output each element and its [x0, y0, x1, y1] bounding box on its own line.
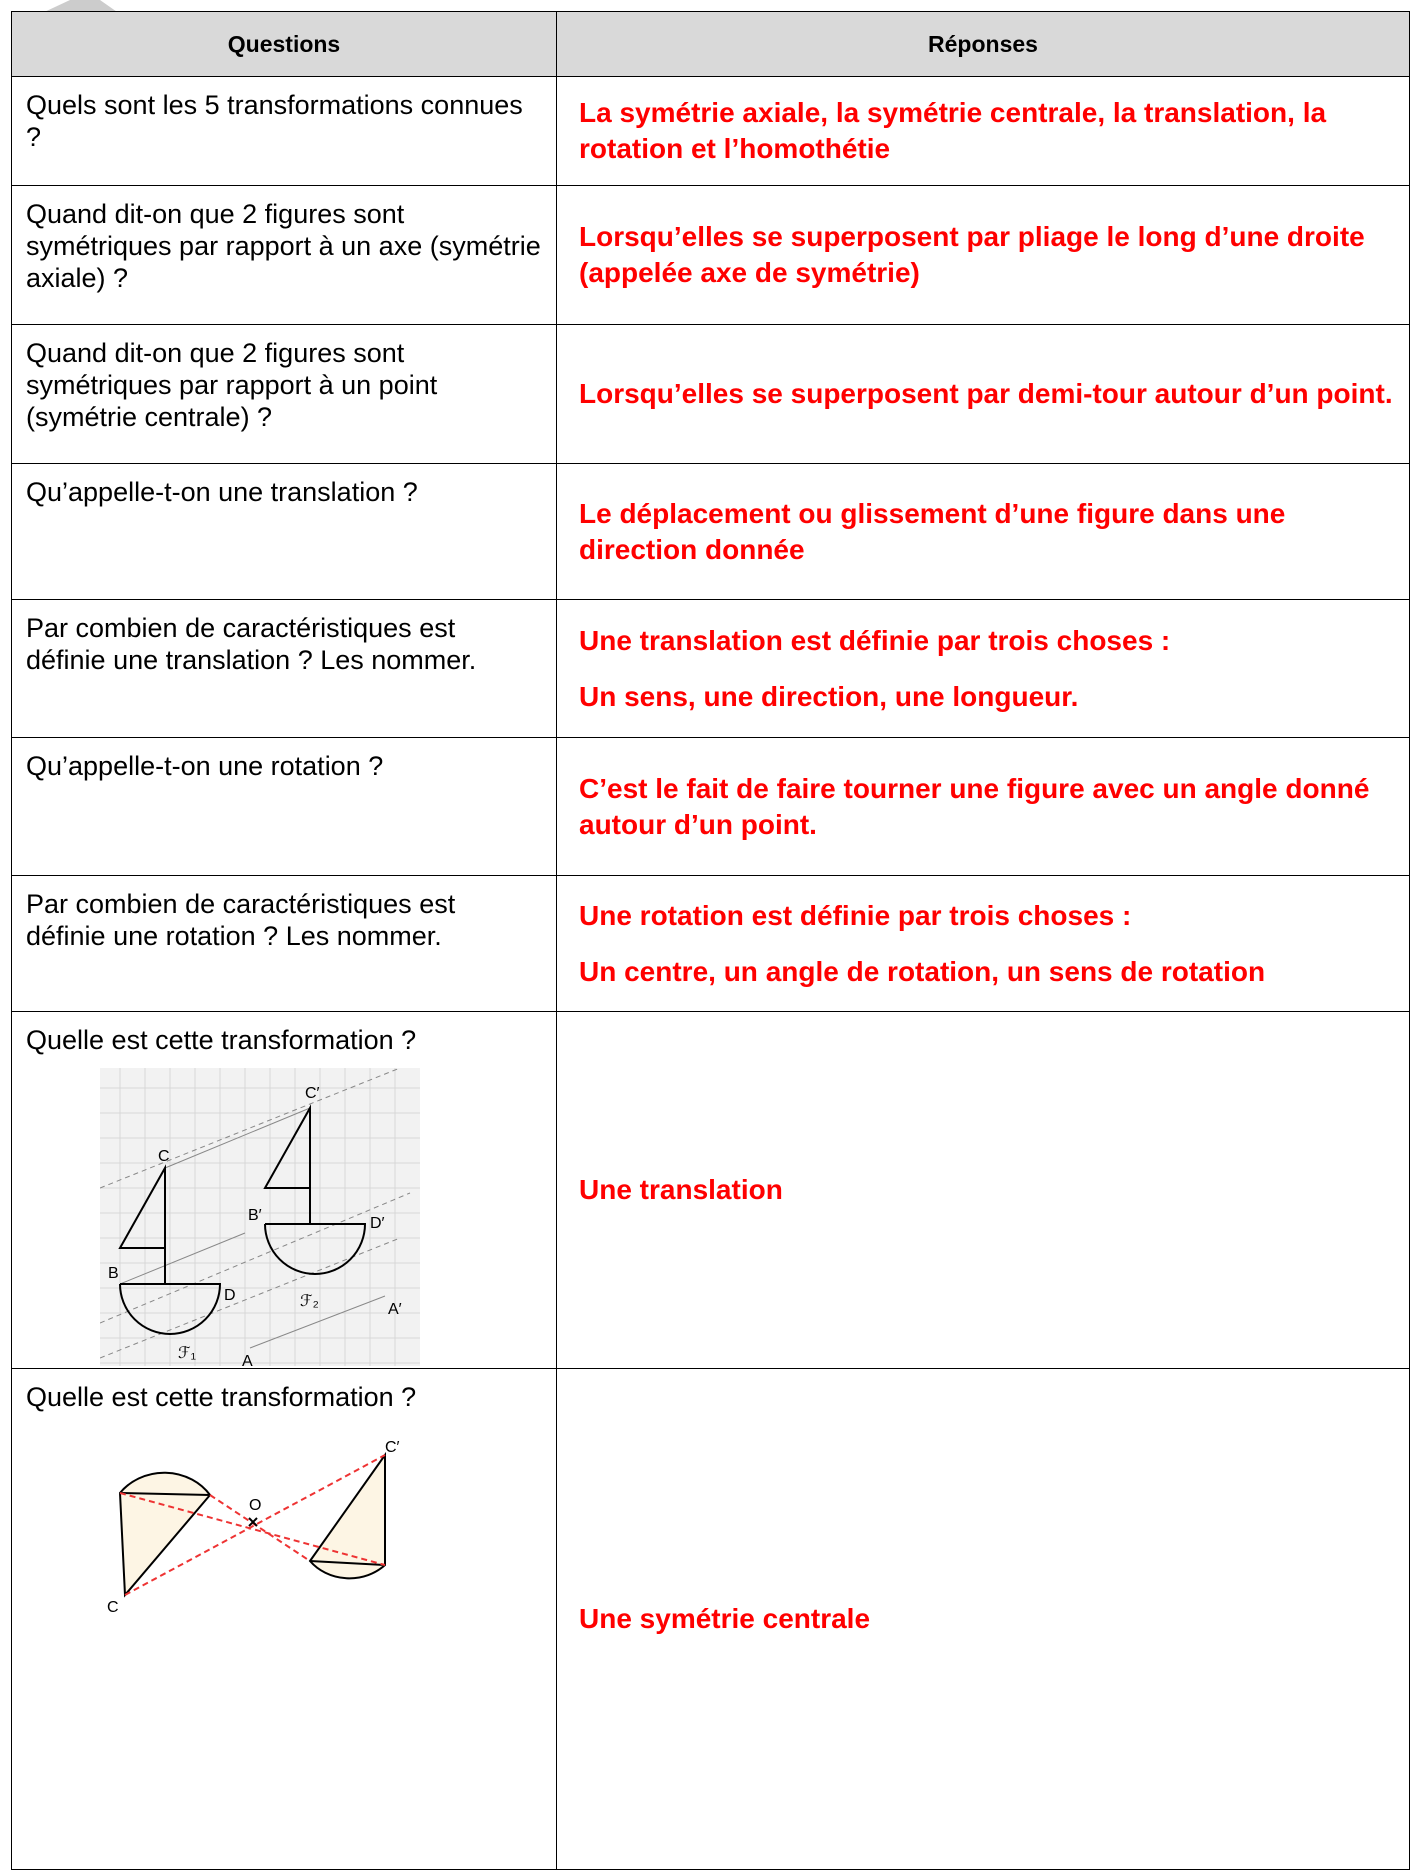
- answer-cell: Une rotation est définie par trois chose…: [556, 875, 1410, 1012]
- figure-label: D: [224, 1287, 236, 1304]
- figure-label: C′: [385, 1440, 400, 1456]
- answer-text: La symétrie axiale, la symétrie centrale…: [579, 97, 1327, 164]
- answer-text: Une rotation est définie par trois chose…: [579, 899, 1132, 931]
- figure-label: C′: [305, 1085, 320, 1102]
- question-cell: Quand dit-on que 2 figures sont symétriq…: [11, 324, 557, 464]
- figure-label: C: [107, 1599, 119, 1615]
- answer-cell: Une translation est définie par trois ch…: [556, 599, 1410, 738]
- answer-cell: Lorsqu’elles se superposent par pliage l…: [556, 185, 1410, 325]
- answer-text: Lorsqu’elles se superposent par demi-tou…: [579, 378, 1393, 409]
- figure-label: B′: [248, 1207, 262, 1224]
- question-cell: Quand dit-on que 2 figures sont symétriq…: [11, 185, 557, 325]
- answer-text: Lorsqu’elles se superposent par pliage l…: [579, 221, 1365, 288]
- question-cell: Par combien de caractéristiques est défi…: [11, 875, 557, 1012]
- answer-text: Un centre, un angle de rotation, un sens…: [579, 955, 1266, 987]
- header-cell: Réponses: [556, 11, 1410, 77]
- figure-label: ℱ₂: [300, 1293, 319, 1310]
- corner-icon: [40, 0, 120, 14]
- figure-label: A: [242, 1353, 253, 1366]
- question-cell: Qu’appelle-t-on une translation ?: [11, 463, 557, 600]
- answer-text: C’est le fait de faire tourner une figur…: [579, 772, 1370, 840]
- answer-cell: Une translation: [556, 1011, 1410, 1369]
- answer-cell: Le déplacement ou glissement d’une figur…: [556, 463, 1410, 600]
- question-cell: Qu’appelle-t-on une rotation ?: [11, 737, 557, 876]
- answer-text: Une symétrie centrale: [579, 1603, 871, 1634]
- answer-text: Une translation: [579, 1174, 783, 1205]
- answer-cell: Lorsqu’elles se superposent par demi-tou…: [556, 324, 1410, 464]
- figure-label: ℱ₁: [178, 1345, 196, 1362]
- answer-text: Un sens, une direction, une longueur.: [579, 680, 1079, 712]
- question-cell: Par combien de caractéristiques est défi…: [11, 599, 557, 738]
- header-cell: Questions: [11, 11, 557, 77]
- answer-cell: La symétrie axiale, la symétrie centrale…: [556, 76, 1410, 186]
- answer-cell: Une symétrie centrale: [556, 1368, 1410, 1870]
- central-symmetry-figure: C′ O C: [107, 1440, 400, 1615]
- question-cell: Quels sont les 5 transformations connues…: [11, 76, 557, 186]
- figure-label: O: [249, 1497, 261, 1514]
- answer-text: Le déplacement ou glissement d’une figur…: [579, 497, 1286, 565]
- figure-label: A′: [388, 1301, 402, 1318]
- answer-cell: C’est le fait de faire tourner une figur…: [556, 737, 1410, 876]
- translation-figure: C C′ B B′ D D′ A A′ ℱ₁ ℱ₂: [100, 1068, 420, 1366]
- figure-label: B: [108, 1265, 119, 1282]
- figure-label: C: [158, 1148, 170, 1165]
- figure-label: D′: [370, 1215, 385, 1232]
- answer-text: Une translation est définie par trois ch…: [579, 624, 1171, 656]
